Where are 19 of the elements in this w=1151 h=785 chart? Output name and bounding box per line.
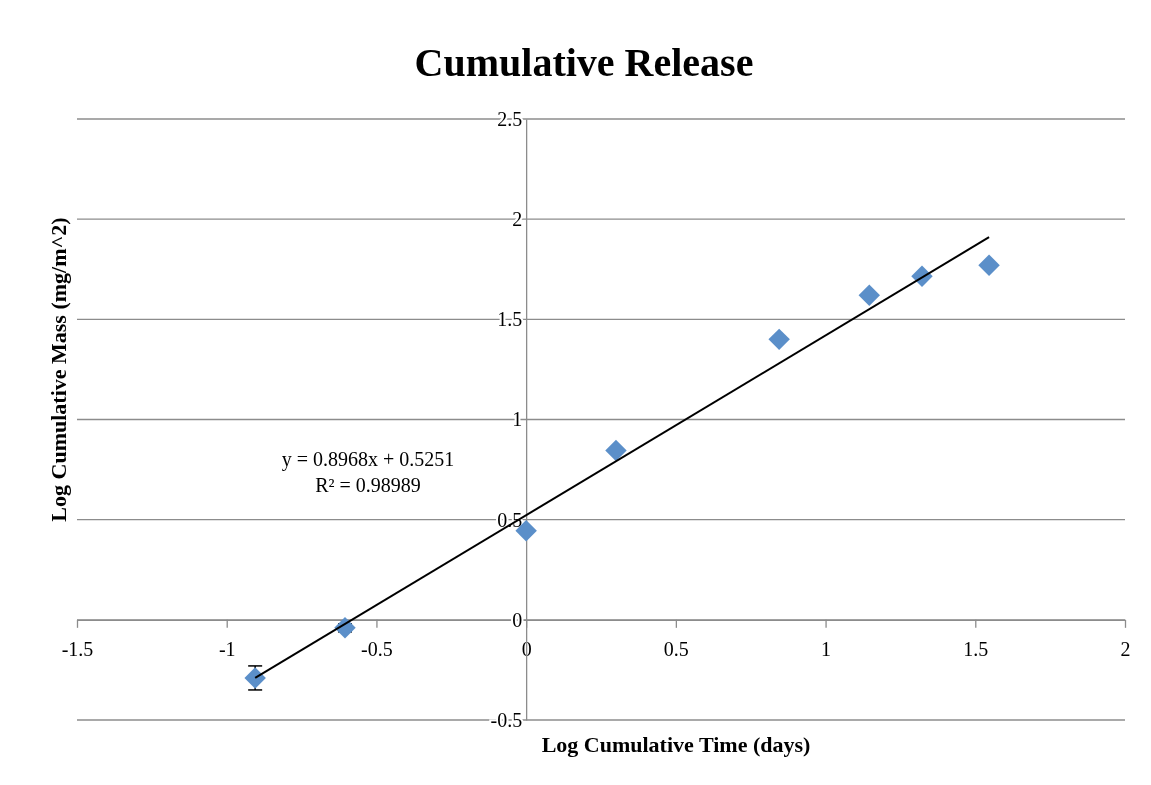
annotation: y = 0.8968x + 0.5251 — [281, 448, 455, 471]
annotation: R² = 0.98989 — [315, 474, 421, 496]
x-tick-label: 1.5 — [963, 638, 989, 661]
x-tick-label: 1 — [821, 638, 832, 661]
x-tick-label: 2 — [1120, 638, 1131, 661]
y-tick-label: 1 — [512, 408, 523, 431]
x-tick-label: -0.5 — [361, 638, 393, 661]
y-tick-label: 0 — [512, 608, 523, 631]
x-axis-title: Log Cumulative Time (days) — [541, 732, 811, 757]
y-axis-title: Log Cumulative Mass (mg/m^2) — [46, 217, 71, 522]
y-tick-label: 1.5 — [497, 308, 523, 331]
y-tick-label: -0.5 — [490, 708, 523, 731]
y-tick-label: 0.5 — [497, 508, 523, 531]
y-tick-label: 2.5 — [497, 107, 523, 130]
chart-title: Cumulative Release — [414, 40, 754, 85]
x-tick-label: -1 — [218, 638, 236, 661]
y-tick-label: 2 — [512, 208, 523, 231]
x-tick-label: 0.5 — [663, 638, 689, 661]
x-tick-label: -1.5 — [61, 638, 94, 661]
